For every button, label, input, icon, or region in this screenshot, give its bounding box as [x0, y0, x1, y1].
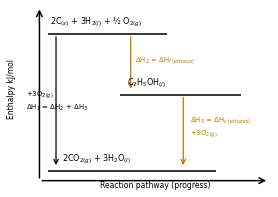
Text: $\Delta$H$_3$ = $\Delta$H$_{c\,(ethanol)}$
+3O$_{2(g)}$: $\Delta$H$_3$ = $\Delta$H$_{c\,(ethanol)…: [190, 115, 251, 139]
Text: Reaction pathway (progress): Reaction pathway (progress): [100, 181, 211, 190]
Text: C$_2$H$_5$OH$_{(l)}$: C$_2$H$_5$OH$_{(l)}$: [126, 76, 166, 90]
Text: $\Delta$H$_2$ = $\Delta$H$_{f\,(ethanol)}$: $\Delta$H$_2$ = $\Delta$H$_{f\,(ethanol)…: [135, 55, 195, 66]
Text: 2CO$_{2(g)}$ + 3H$_2$O$_{(l)}$: 2CO$_{2(g)}$ + 3H$_2$O$_{(l)}$: [61, 153, 131, 166]
Text: 2C$_{(s)}$ + 3H$_{2(l)}$ + ½ O$_{2(g)}$: 2C$_{(s)}$ + 3H$_{2(l)}$ + ½ O$_{2(g)}$: [51, 16, 143, 29]
Text: Enthalpy kJ/mol: Enthalpy kJ/mol: [7, 59, 16, 119]
Text: +3O$_{2(g)}$
$\Delta$H$_1$ = $\Delta$H$_2$ + $\Delta$H$_3$: +3O$_{2(g)}$ $\Delta$H$_1$ = $\Delta$H$_…: [26, 89, 88, 113]
